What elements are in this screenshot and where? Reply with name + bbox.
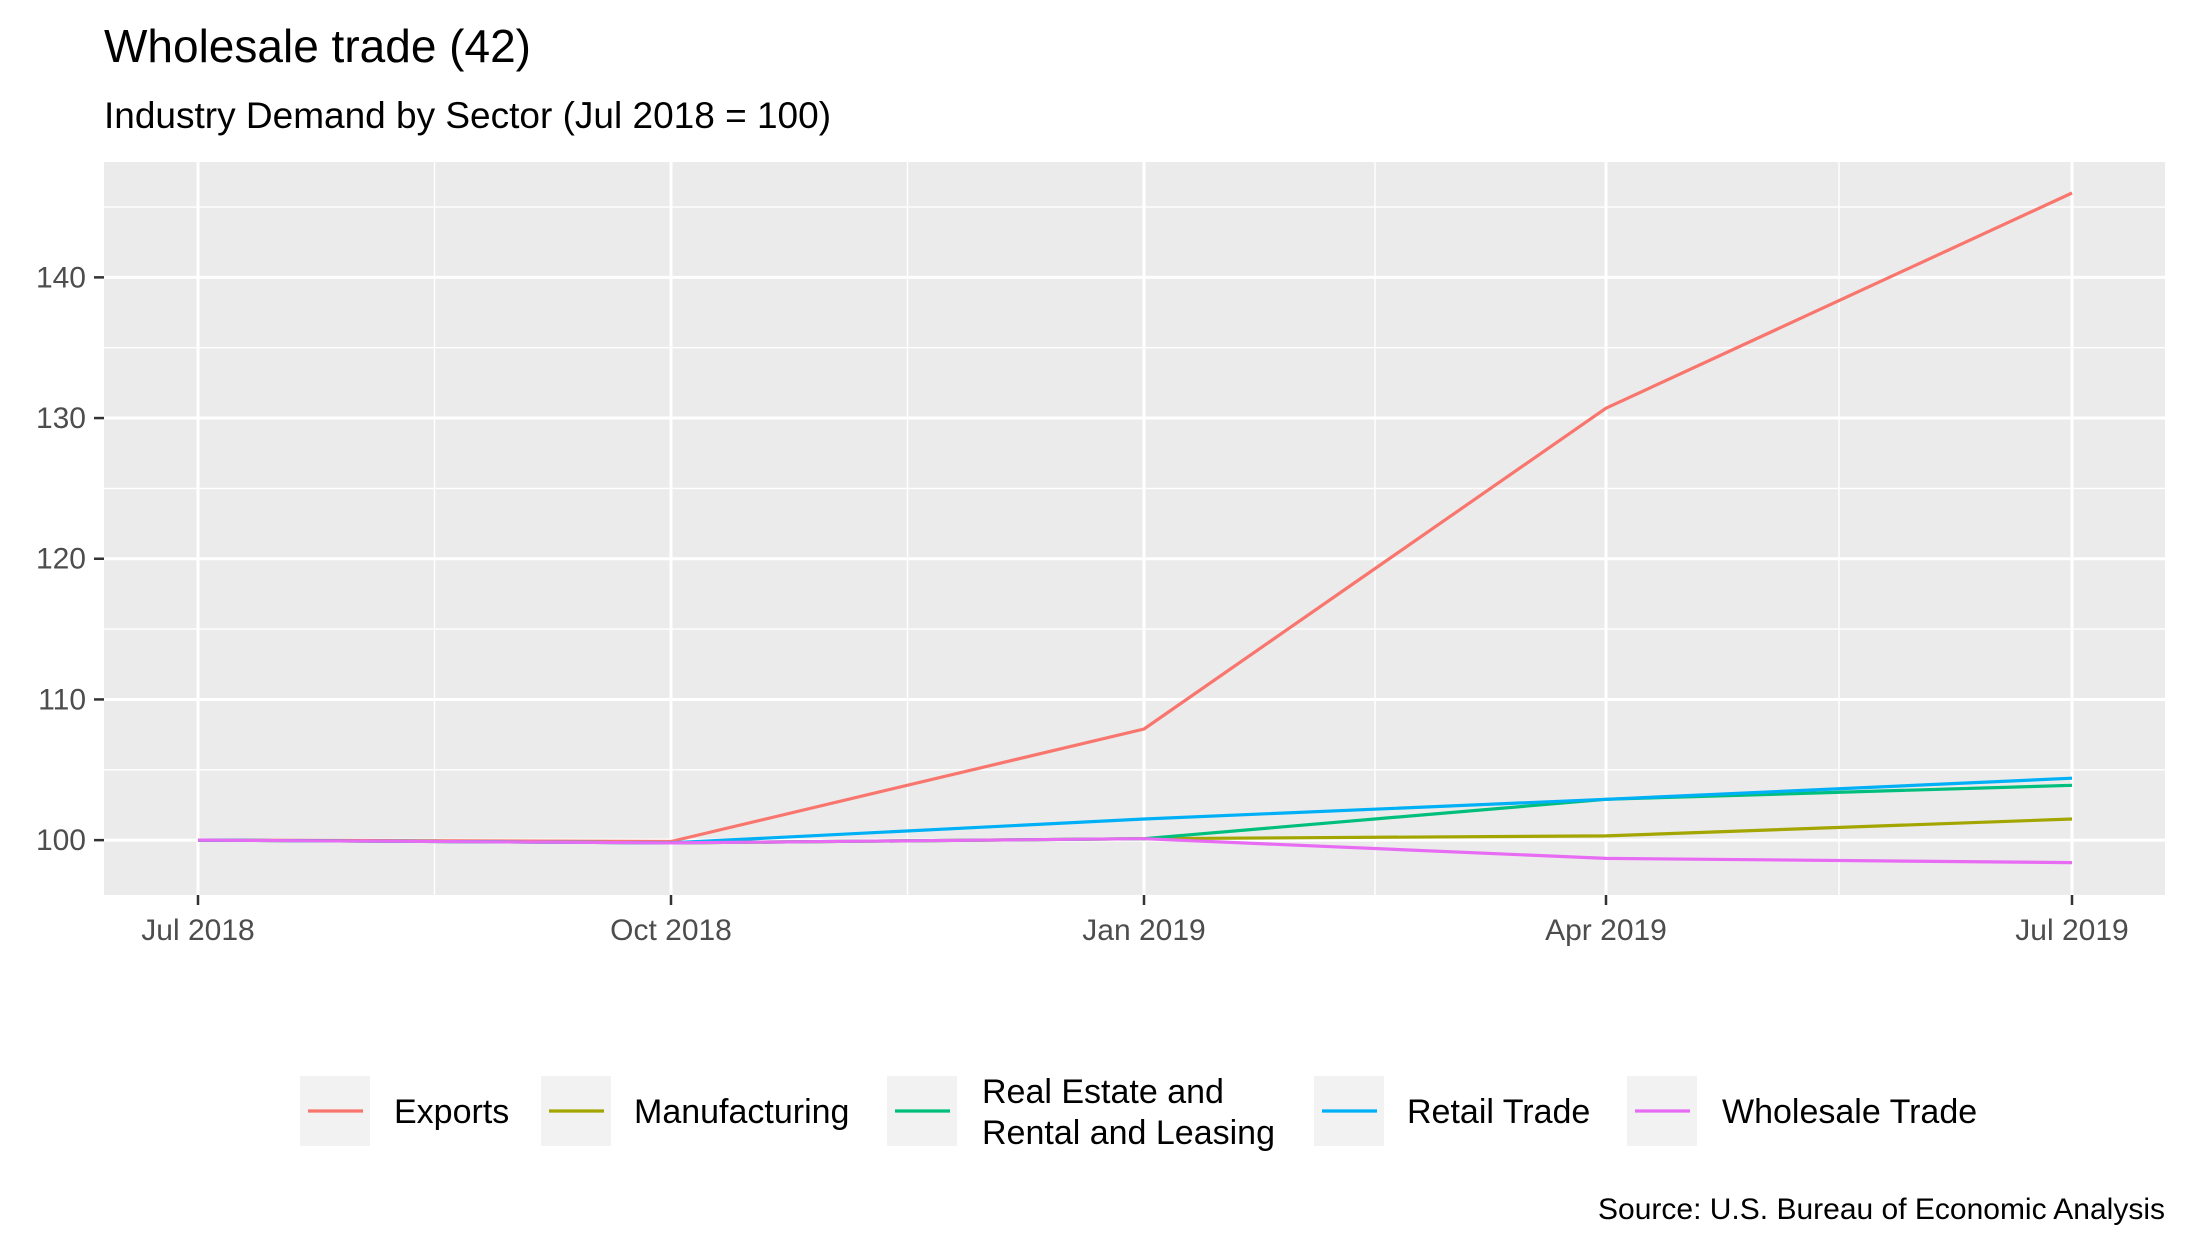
series-line bbox=[197, 837, 2073, 865]
x-tick-label: Oct 2018 bbox=[610, 914, 732, 947]
major-gridlines bbox=[104, 162, 2165, 895]
legend-label: Wholesale Trade bbox=[1722, 1093, 1977, 1131]
legend-label: Manufacturing bbox=[634, 1093, 849, 1131]
series-lines bbox=[197, 191, 2073, 865]
y-tick-label: 110 bbox=[38, 683, 86, 716]
chart-subtitle: Industry Demand by Sector (Jul 2018 = 10… bbox=[104, 95, 831, 136]
legend-label: Exports bbox=[394, 1093, 509, 1131]
y-tick-label: 130 bbox=[36, 402, 86, 435]
x-tick-label: Jul 2019 bbox=[2015, 914, 2128, 947]
x-tick-label: Apr 2019 bbox=[1545, 914, 1667, 947]
chart-title: Wholesale trade (42) bbox=[104, 20, 531, 72]
legend-label: Real Estate and Rental and Leasing bbox=[982, 1073, 1275, 1152]
legend-label: Retail Trade bbox=[1407, 1093, 1590, 1131]
minor-gridlines bbox=[104, 162, 2165, 895]
legend: Exports Manufacturing Real Estate and Renta… bbox=[300, 1073, 1977, 1152]
y-tick-label: 100 bbox=[36, 824, 86, 857]
axes: Jul 2018 Oct 2018 Jan 2019 Apr 2019 Jul 2019… bbox=[36, 261, 2129, 947]
x-tick-label: Jan 2019 bbox=[1082, 914, 1205, 947]
y-tick-label: 120 bbox=[36, 543, 86, 576]
x-tick-label: Jul 2018 bbox=[141, 914, 254, 947]
chart-caption: Source: U.S. Bureau of Economic Analysis bbox=[1598, 1193, 2165, 1226]
plot-panel bbox=[104, 162, 2165, 895]
y-tick-label: 140 bbox=[36, 261, 86, 294]
